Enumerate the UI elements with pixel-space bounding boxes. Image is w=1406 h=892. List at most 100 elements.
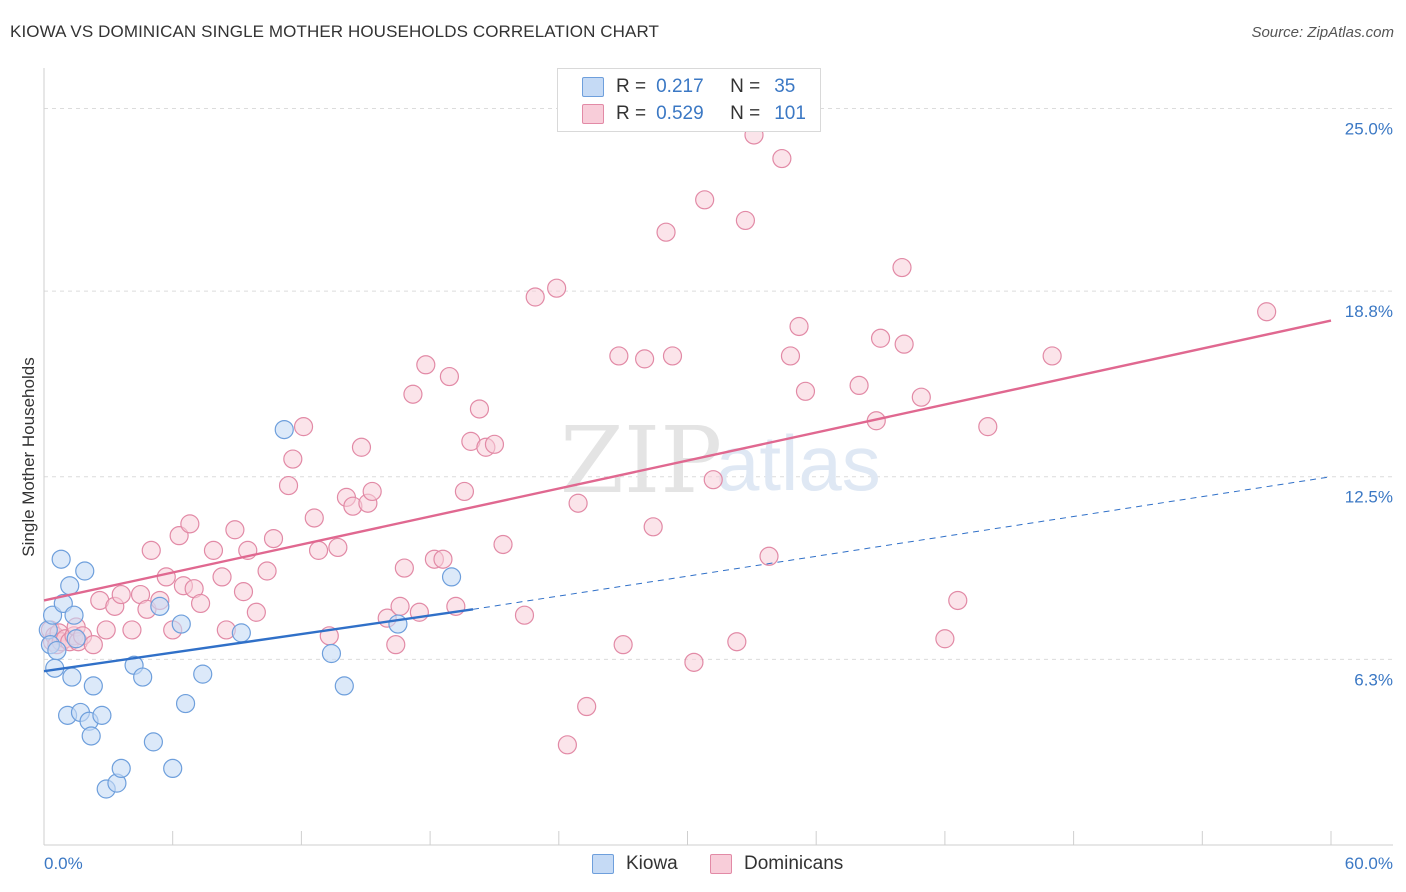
dominicans-point <box>246 602 266 622</box>
dominicans-point <box>634 349 655 369</box>
kiowa-point <box>64 605 84 625</box>
dominicans-point <box>703 470 723 490</box>
legend-row-dominicans: R = 0.529 N = 101 <box>582 101 806 127</box>
legend-item-kiowa: Kiowa <box>592 852 678 876</box>
dominicans-point <box>122 620 142 640</box>
dominicans-point <box>643 517 663 537</box>
r-value: 0.529 <box>656 103 704 124</box>
chart-title: KIOWA VS DOMINICAN SINGLE MOTHER HOUSEHO… <box>10 22 660 41</box>
dominicans-point <box>894 334 914 354</box>
dominicans-point <box>111 584 131 605</box>
kiowa-point <box>193 664 213 684</box>
dominicans-point <box>613 635 633 655</box>
x-tick-label-max: 60.0% <box>1345 854 1393 873</box>
kiowa-trend-extension <box>472 476 1332 610</box>
dominicans-point <box>283 449 303 469</box>
dominicans-point <box>328 537 348 558</box>
dominicans-point <box>257 561 277 581</box>
dominicans-point <box>568 493 588 513</box>
r-label: R = <box>616 103 647 124</box>
r-label: R = <box>616 76 647 97</box>
dominicans-point <box>759 546 779 566</box>
dominicans-point <box>83 635 103 655</box>
dominicans-point <box>351 437 372 457</box>
kiowa-point <box>175 693 196 714</box>
dominicans-point <box>203 540 224 560</box>
dominicans-point <box>386 635 406 655</box>
kiowa-point <box>81 726 101 746</box>
dominicans-point <box>978 417 998 437</box>
dominicans-trend-line <box>43 319 1332 602</box>
dominicans-point <box>469 399 490 419</box>
dominicans-point <box>308 540 329 560</box>
source-label: Source: ZipAtlas.com <box>1251 24 1394 41</box>
dominicans-point <box>190 593 211 614</box>
dominicans-point <box>772 148 792 169</box>
kiowa-legend-label: Kiowa <box>626 853 678 874</box>
dominicans-point <box>557 735 577 755</box>
r-value: 0.217 <box>656 76 704 97</box>
dominicans-swatch <box>582 104 604 124</box>
kiowa-swatch <box>582 77 604 97</box>
dominicans-point <box>892 257 912 278</box>
kiowa-point <box>274 419 294 440</box>
dominicans-point <box>870 328 891 348</box>
watermark-zip: ZIP <box>560 407 722 514</box>
kiowa-point <box>171 614 191 634</box>
dominicans-point <box>416 355 436 375</box>
legend-row-kiowa: R = 0.217 N = 35 <box>582 74 796 100</box>
kiowa-point <box>143 732 163 752</box>
dominicans-point <box>849 375 869 395</box>
dominicans-point <box>278 475 299 496</box>
x-tick-labels: 0.0% 60.0% <box>44 854 1393 873</box>
y-tick-label: 6.3% <box>1354 670 1393 689</box>
dominicans-legend-label: Dominicans <box>744 853 844 874</box>
x-tick-label-min: 0.0% <box>44 854 83 873</box>
dominicans-point <box>484 434 505 454</box>
grid-lines <box>44 107 1393 660</box>
dominicans-point <box>433 549 453 569</box>
kiowa-point <box>163 758 183 779</box>
kiowa-point <box>92 705 112 725</box>
dominicans-point <box>935 629 955 649</box>
correlation-legend: R = 0.217 N = 35 R = 0.529 N = 101 <box>557 68 821 132</box>
kiowa-point <box>441 567 462 587</box>
dominicans-point <box>662 346 683 366</box>
dominicans-point <box>1042 346 1062 366</box>
legend-item-dominicans: Dominicans <box>710 852 843 876</box>
watermark: ZIP atlas <box>560 407 881 514</box>
dominicans-point <box>403 384 423 404</box>
dominicans-point <box>156 567 176 587</box>
n-value: 35 <box>774 76 796 97</box>
kiowa-point <box>388 614 408 634</box>
dominicans-point <box>735 210 756 231</box>
dominicans-point <box>225 520 245 540</box>
dominicans-point <box>795 381 816 401</box>
n-value: 101 <box>774 103 806 124</box>
dominicans-point <box>695 190 715 210</box>
dominicans-point <box>525 287 545 307</box>
dominicans-point <box>948 590 968 611</box>
kiowa-point <box>60 576 80 596</box>
n-label: N = <box>730 76 761 97</box>
dominicans-legend-swatch <box>710 854 732 874</box>
dominicans-point <box>304 508 324 528</box>
dominicans-point <box>789 316 809 337</box>
kiowa-point <box>83 676 103 696</box>
dominicans-point <box>454 481 475 502</box>
kiowa-point <box>334 676 354 696</box>
dominicans-point <box>141 540 161 560</box>
kiowa-point <box>321 643 342 664</box>
kiowa-point <box>150 596 170 616</box>
dominicans-point <box>609 346 629 366</box>
kiowa-point <box>62 667 82 687</box>
kiowa-point <box>111 758 131 779</box>
kiowa-point <box>47 640 67 661</box>
dominicans-point <box>212 567 232 587</box>
kiowa-point <box>51 549 71 569</box>
watermark-atlas: atlas <box>716 419 881 507</box>
dominicans-point <box>293 417 314 437</box>
dominicans-point <box>394 558 414 578</box>
dominicans-point <box>577 696 597 717</box>
dominicans-point <box>547 278 567 298</box>
